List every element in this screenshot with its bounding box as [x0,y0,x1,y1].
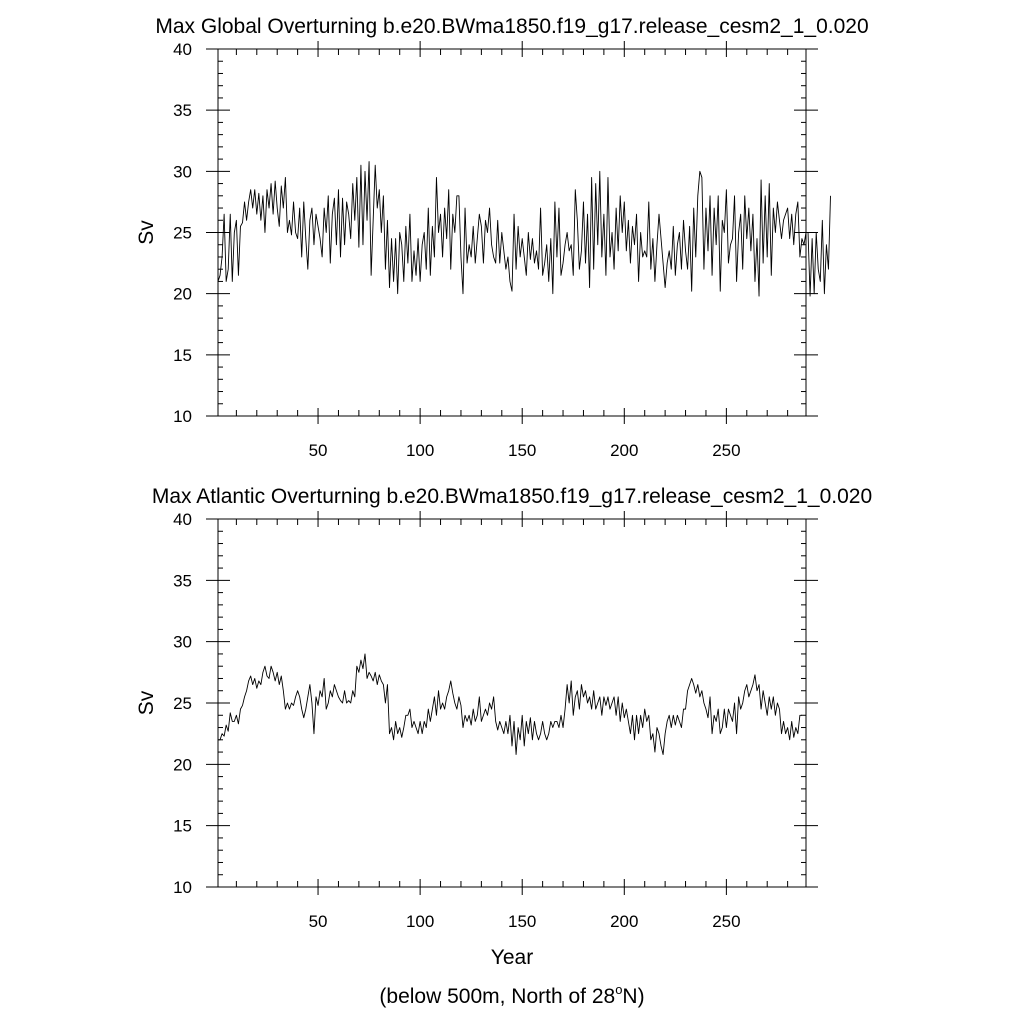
x-tick-label: 100 [406,441,434,460]
y-tick-label: 20 [173,755,192,774]
global-overturning-chart: Max Global Overturning b.e20.BWma1850.f1… [135,15,869,460]
y-tick-label: 40 [173,40,192,59]
y-axis-label: Sv [135,690,158,715]
series-line [218,653,802,755]
footnote-suffix: N) [622,985,644,1008]
x-tick-label: 100 [406,912,434,931]
x-tick-label: 150 [508,441,536,460]
y-tick-label: 15 [173,817,192,836]
y-tick-label: 30 [173,162,192,181]
y-tick-label: 35 [173,101,192,120]
x-axis-label: Year [491,946,533,969]
y-tick-label: 10 [173,407,192,426]
footnote: (below 500m, North of 28oN) [379,982,644,1008]
x-tick-label: 200 [610,912,638,931]
y-tick-label: 40 [173,510,192,529]
atlantic-overturning-chart: Max Atlantic Overturning b.e20.BWma1850.… [135,485,872,969]
footnote-prefix: (below 500m, North of 28 [379,985,615,1008]
y-tick-label: 35 [173,571,192,590]
x-tick-label: 250 [712,912,740,931]
y-tick-label: 20 [173,285,192,304]
chart-title: Max Global Overturning b.e20.BWma1850.f1… [155,15,868,38]
x-tick-label: 200 [610,441,638,460]
x-tick-label: 50 [309,912,328,931]
plot-frame [217,48,807,417]
y-tick-label: 30 [173,633,192,652]
x-tick-label: 250 [712,441,740,460]
series-line [217,161,831,297]
footnote-degree-sup: o [615,982,622,997]
plot-frame [217,518,807,888]
y-tick-label: 10 [173,878,192,897]
y-tick-label: 25 [173,694,192,713]
y-tick-label: 25 [173,224,192,243]
x-tick-label: 50 [309,441,328,460]
y-tick-label: 15 [173,346,192,365]
x-tick-label: 150 [508,912,536,931]
y-axis-label: Sv [135,220,158,245]
chart-title: Max Atlantic Overturning b.e20.BWma1850.… [152,485,872,508]
